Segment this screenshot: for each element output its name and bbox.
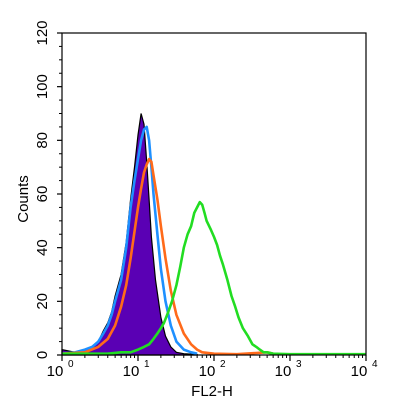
x-tick-label: 10	[199, 363, 216, 380]
series-3-line	[62, 200, 366, 356]
plot-frame	[61, 32, 367, 356]
x-tick-exponent: 4	[372, 359, 378, 370]
x-tick-exponent: 3	[296, 359, 302, 370]
x-tick-label: 10	[275, 363, 292, 380]
series-layer	[61, 113, 366, 356]
y-tick-label: 0	[34, 351, 51, 359]
y-tick-label: 60	[34, 186, 51, 203]
x-tick-label: 10	[47, 363, 64, 380]
x-tick-exponent: 1	[144, 359, 150, 370]
y-tick-label: 40	[34, 239, 51, 256]
y-axis-label: Counts	[15, 175, 32, 223]
x-tick-exponent: 2	[220, 359, 226, 370]
y-tick-label: 120	[34, 20, 51, 45]
x-tick-exponent: 0	[68, 359, 74, 370]
series-2-line	[61, 157, 274, 356]
y-tick-label: 80	[34, 132, 51, 149]
x-tick-label: 10	[123, 363, 140, 380]
y-tick-label: 100	[34, 74, 51, 99]
x-tick-label: 10	[351, 363, 368, 380]
x-axis-label: FL2-H	[191, 383, 233, 400]
y-tick-label: 20	[34, 293, 51, 310]
